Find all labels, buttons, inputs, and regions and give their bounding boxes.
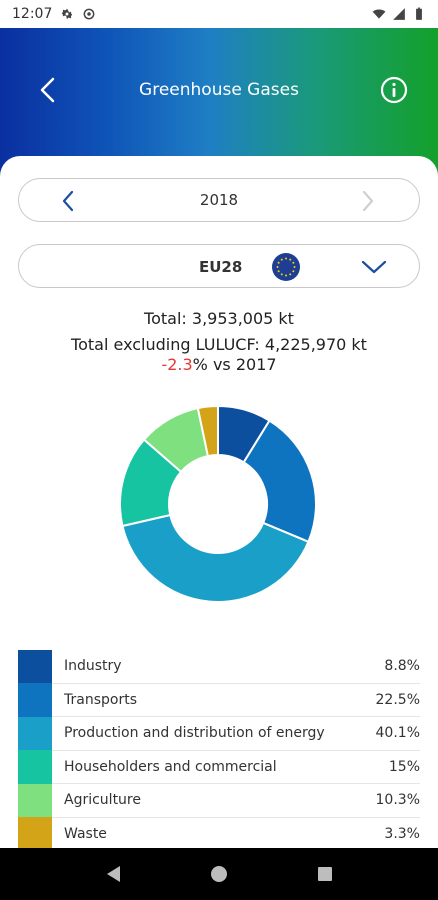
- nav-recents-button[interactable]: [313, 862, 337, 886]
- app-header: Greenhouse Gases: [0, 28, 438, 178]
- battery-icon: [416, 7, 422, 20]
- donut-slice-waste[interactable]: [196, 404, 219, 458]
- next-year-button[interactable]: [355, 189, 379, 213]
- total-excluding-lulucf: Total excluding LULUCF: 4,225,970 kt: [71, 335, 367, 354]
- legend-swatch: [18, 683, 52, 717]
- legend: Industry 8.8% Transports 22.5% Production an…: [18, 649, 420, 848]
- prev-year-button[interactable]: [57, 189, 81, 213]
- change-suffix: % vs 2017: [192, 355, 277, 374]
- chevron-down-icon: [361, 260, 387, 274]
- year-selector: 2018: [18, 178, 420, 222]
- legend-swatch: [18, 783, 52, 817]
- square-recents-icon: [318, 867, 332, 881]
- legend-label: Agriculture: [64, 792, 141, 809]
- nav-back-button[interactable]: [101, 862, 125, 886]
- year-value: 2018: [199, 191, 239, 209]
- legend-swatch: [18, 817, 52, 848]
- status-right: [372, 7, 426, 21]
- total-value: Total: 3,953,005 kt: [144, 309, 294, 328]
- chevron-left-icon: [40, 77, 55, 103]
- page-title: Greenhouse Gases: [139, 80, 299, 100]
- legend-value: 8.8%: [384, 658, 420, 675]
- legend-row[interactable]: Transports 22.5%: [18, 683, 420, 717]
- legend-row[interactable]: Agriculture 10.3%: [18, 783, 420, 818]
- legend-label: Transports: [64, 691, 137, 708]
- legend-row[interactable]: Waste 3.3%: [18, 817, 420, 848]
- info-button[interactable]: [378, 74, 410, 106]
- legend-swatch: [18, 716, 52, 750]
- back-button[interactable]: [30, 73, 64, 107]
- region-dropdown[interactable]: EU28: [18, 244, 420, 288]
- legend-swatch: [18, 750, 52, 784]
- legend-value: 3.3%: [384, 825, 420, 842]
- triangle-back-icon: [107, 866, 120, 882]
- system-nav-bar: [0, 848, 438, 900]
- legend-row[interactable]: Industry 8.8%: [18, 649, 420, 684]
- legend-value: 40.1%: [375, 725, 420, 742]
- region-value: EU28: [199, 258, 243, 276]
- donut-chart: [119, 404, 317, 603]
- donut-slice-production-and-distribution-of-energy[interactable]: [121, 513, 310, 603]
- legend-value: 22.5%: [375, 691, 420, 708]
- legend-label: Waste: [64, 825, 107, 842]
- totals-summary: Total: 3,953,005 kt Total excluding LULU…: [0, 306, 438, 375]
- legend-label: Householders and commercial: [64, 758, 277, 775]
- info-icon: [380, 76, 408, 104]
- eu-flag-icon: [272, 253, 300, 281]
- legend-value: 10.3%: [375, 792, 420, 809]
- status-time: 12:07: [12, 6, 53, 22]
- signal-icon: [393, 8, 405, 20]
- legend-swatch: [18, 649, 52, 683]
- status-bar: 12:07: [0, 0, 438, 28]
- change-vs-previous: -2.3% vs 2017: [0, 355, 438, 375]
- legend-value: 15%: [388, 758, 420, 775]
- gear-icon: [62, 8, 73, 20]
- nav-home-button[interactable]: [207, 862, 231, 886]
- legend-row[interactable]: Production and distribution of energy 40.…: [18, 716, 420, 751]
- legend-label: Production and distribution of energy: [64, 725, 325, 742]
- change-value: -2.3: [161, 355, 193, 374]
- donut-slice-transports[interactable]: [242, 419, 317, 544]
- legend-row[interactable]: Householders and commercial 15%: [18, 750, 420, 784]
- content-card: 2018 EU28 Total: 3,953,005 kt Total excl…: [0, 156, 438, 848]
- legend-label: Industry: [64, 658, 122, 675]
- wifi-icon: [372, 9, 386, 19]
- sync-icon: [83, 8, 95, 20]
- circle-home-icon: [211, 866, 227, 882]
- status-left: 12:07: [12, 6, 96, 22]
